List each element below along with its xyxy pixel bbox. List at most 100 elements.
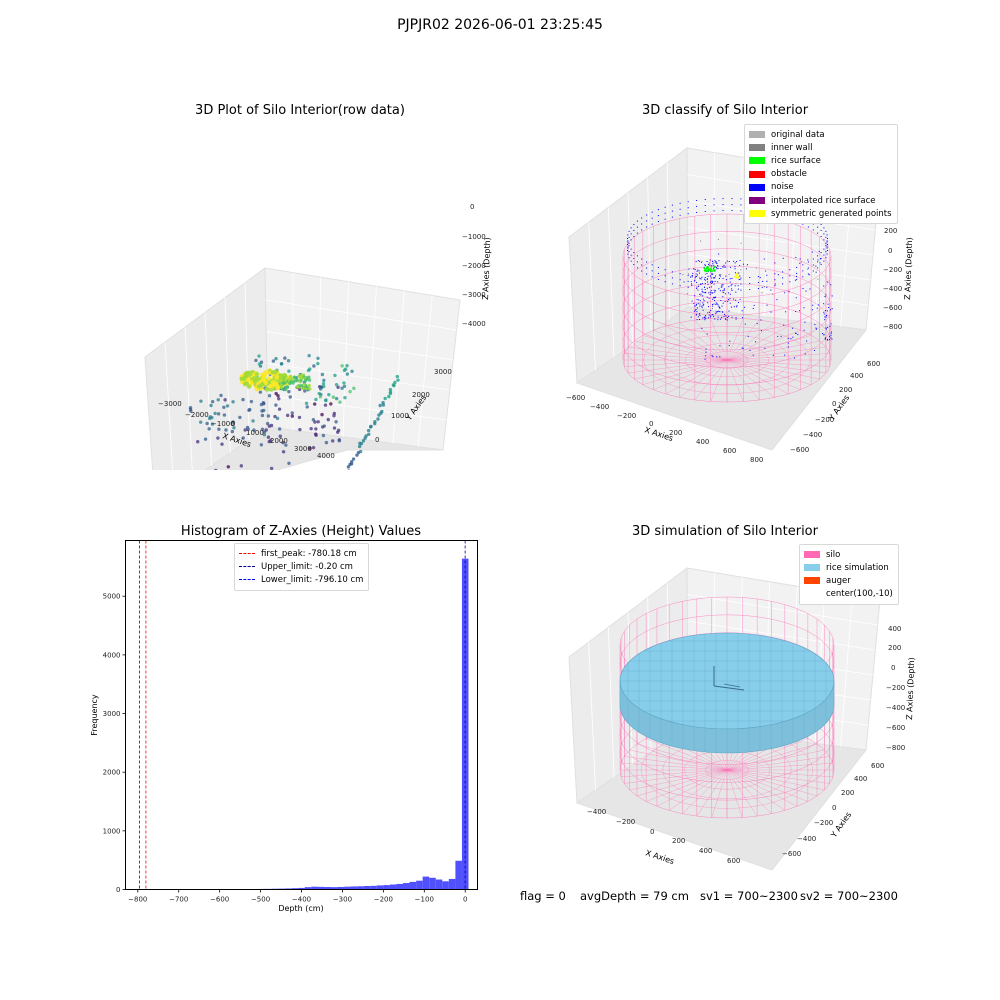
raw-point [321,433,326,438]
raw-point [275,385,280,391]
noise-point [706,279,708,281]
noise-point [699,277,701,279]
raw-point [395,374,400,379]
noise-point [704,288,706,290]
noise-point [718,277,720,279]
noise-point [696,286,698,288]
raw-point [238,415,242,420]
noise-point [808,274,810,276]
noise-point [721,284,723,286]
noise-point [825,328,827,330]
noise-point [718,310,720,312]
grid-line [687,620,876,651]
noise-point [734,266,736,268]
noise-point [827,303,829,305]
noise-point [712,298,714,300]
noise-point [715,261,717,263]
noise-point [708,297,710,299]
raw-point [267,424,272,428]
noise-point [710,286,712,288]
noise-point [714,270,716,272]
noise-point [741,310,743,312]
noise-point [716,311,718,313]
raw-point [352,386,356,391]
inner-wall-point [720,274,722,276]
raw-point [298,427,302,432]
noise-point [694,277,696,279]
silo-floor-line [624,353,830,367]
noise-point [719,307,721,309]
noise-point [724,300,726,302]
classify-x-axis-label: X Axies [643,425,674,443]
raw-point [219,393,223,398]
noise-point [641,223,643,225]
noise-point [746,264,748,266]
raw-point [297,415,302,420]
raw-point [350,459,354,464]
noise-point [664,212,666,214]
noise-point [706,287,708,289]
noise-point [796,278,798,280]
raw-point [307,378,312,382]
raw-point [314,427,318,431]
noise-point [727,299,729,301]
inner-wall-point [745,268,747,270]
noise-point [728,344,730,346]
noise-point [749,349,751,351]
noise-point [719,345,721,347]
grid-line [204,312,212,467]
raw-point [316,356,320,360]
raw-point [303,389,307,393]
noise-point [636,255,638,257]
noise-point [830,337,832,339]
noise-point [804,353,806,355]
simulation-rice-surface [619,632,835,754]
noise-point [782,257,784,259]
raw-z-tick: −1000 [462,233,486,241]
raw-point [326,417,330,422]
noise-point [818,304,820,306]
raw-point [321,382,326,386]
simulation-y-tick: −200 [814,819,833,827]
noise-point [826,281,828,283]
noise-point [707,312,709,314]
noise-point [799,262,801,264]
noise-point [702,304,704,306]
noise-point [787,342,789,344]
noise-point [657,215,659,217]
classify-y-tick: 600 [867,360,880,368]
noise-point [715,313,717,315]
raw-point [320,372,325,377]
grid-line [184,327,193,470]
noise-point [812,229,814,231]
raw-point [332,426,337,430]
raw-point [300,373,304,378]
noise-point [716,266,718,268]
noise-point [692,272,694,274]
noise-point [694,305,696,307]
noise-point [795,311,797,313]
raw-point [259,443,264,447]
legend-swatch [804,577,820,585]
noise-point [696,311,698,313]
noise-point [705,355,707,357]
noise-point [788,291,790,293]
noise-point [710,265,712,267]
raw-point [199,399,203,403]
noise-point [802,270,804,272]
raw-point [318,395,323,399]
figure-title: PJPJR02 2026-06-01 23:25:45 [397,17,603,33]
legend-swatch [804,591,820,598]
noise-point [657,266,659,268]
raw-point [216,436,220,440]
noise-point [697,303,699,305]
noise-point [792,327,794,329]
legend-label: rice simulation [826,562,889,573]
simulation-x-tick: 0 [650,828,654,836]
raw-point [342,368,347,373]
inner-wall-point [761,292,763,294]
classify-legend: original data inner wall rice surface ob… [744,124,898,225]
inner-wall-point [717,238,719,240]
noise-point [820,252,822,254]
noise-point [760,319,762,321]
